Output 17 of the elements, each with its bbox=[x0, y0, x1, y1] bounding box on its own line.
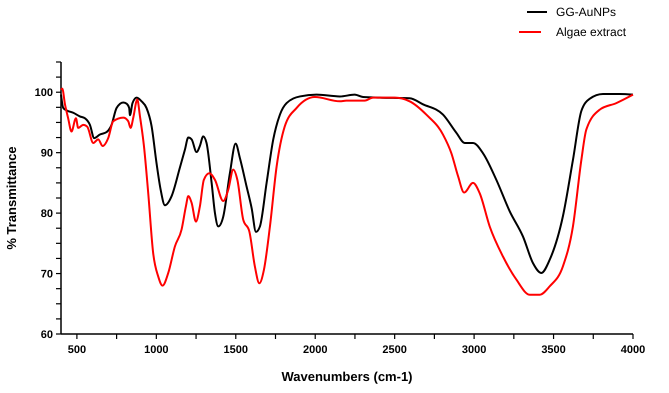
x-tick-label: 4000 bbox=[620, 344, 646, 356]
y-axis-title: % Transmittance bbox=[4, 146, 19, 250]
legend-label: GG-AuNPs bbox=[556, 5, 616, 19]
x-tick-label: 3000 bbox=[462, 344, 486, 356]
y-tick-label: 80 bbox=[40, 208, 53, 220]
y-tick-label: 70 bbox=[40, 268, 53, 281]
legend-label: Algae extract bbox=[556, 25, 627, 39]
y-tick-label: 100 bbox=[34, 87, 53, 100]
x-tick-label: 3500 bbox=[541, 344, 566, 356]
x-tick-label: 1000 bbox=[144, 344, 169, 356]
y-tick-label: 90 bbox=[40, 148, 53, 160]
x-tick-label: 2500 bbox=[382, 344, 407, 356]
x-axis-title: Wavenumbers (cm-1) bbox=[282, 369, 412, 384]
y-tick-label: 60 bbox=[40, 329, 53, 341]
x-tick-label: 1500 bbox=[224, 344, 248, 356]
x-tick-label: 2000 bbox=[302, 344, 328, 356]
x-tick-label: 500 bbox=[68, 344, 86, 356]
